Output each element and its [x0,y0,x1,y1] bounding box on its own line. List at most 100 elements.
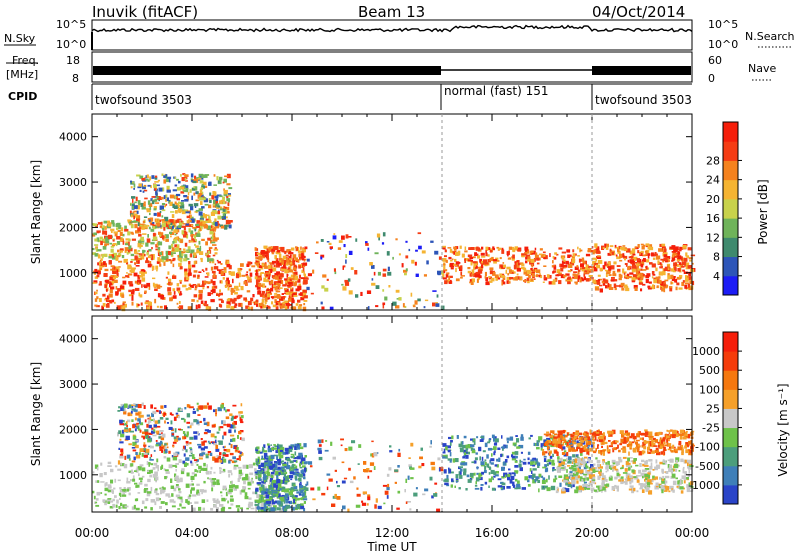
heatmap-cell [198,289,203,294]
heatmap-cell [294,275,298,280]
heatmap-cell [203,422,208,425]
heatmap-cell [189,502,192,504]
heatmap-cell [659,437,662,440]
heatmap-cell [336,496,341,500]
heatmap-cell [139,429,142,433]
heatmap-cell [135,412,140,416]
heatmap-cell [160,405,164,409]
heatmap-cell [538,473,542,478]
heatmap-cell [384,296,388,301]
heatmap-cell [284,288,287,291]
heatmap-cell [334,271,337,275]
heatmap-cell [123,259,128,263]
heatmap-cell [132,203,135,206]
heatmap-cell [148,226,151,230]
heatmap-cell [154,175,158,178]
heatmap-cell [289,495,295,497]
heatmap-cell [258,498,261,501]
heatmap-cell [353,476,356,480]
heatmap-cell [459,448,464,453]
heatmap-cell [300,246,302,250]
heatmap-cell [663,446,666,452]
heatmap-cell [641,444,645,448]
heatmap-cell [369,462,375,466]
heatmap-cell [95,504,100,507]
heatmap-cell [275,263,280,268]
heatmap-cell [219,470,222,474]
heatmap-cell [482,259,488,264]
heatmap-cell [343,477,348,480]
heatmap-cell [297,259,300,263]
heatmap-cell [151,427,154,430]
heatmap-cell [567,270,571,273]
heatmap-cell [260,462,265,468]
heatmap-cell [237,466,242,469]
heatmap-cell [219,459,223,463]
heatmap-cell [691,262,694,265]
heatmap-cell [263,475,268,478]
heatmap-cell [111,254,114,258]
heatmap-cell [194,473,197,477]
heatmap-cell [172,263,175,268]
heatmap-cell [562,441,565,446]
heatmap-cell [444,249,447,253]
heatmap-cell [212,441,214,444]
heatmap-cell [216,223,221,226]
heatmap-cell [514,246,518,251]
heatmap-cell [122,240,125,245]
heatmap-cell [617,250,621,254]
heatmap-cell [175,202,180,208]
heatmap-cell [415,487,418,490]
heatmap-cell [663,268,666,273]
heatmap-cell [287,279,290,282]
heatmap-cell [576,440,579,444]
heatmap-cell [135,204,140,210]
heatmap-cell [107,461,112,465]
heatmap-cell [582,260,585,265]
heatmap-cell [169,219,174,224]
heatmap-cell [314,252,319,254]
heatmap-cell [214,435,217,439]
heatmap-cell [619,259,623,262]
heatmap-cell [470,261,473,266]
heatmap-cell [302,289,307,293]
heatmap-cell [582,260,587,264]
heatmap-cell [508,269,512,274]
heatmap-cell [162,258,165,263]
heatmap-cell [171,296,173,301]
heatmap-cell [623,272,626,275]
heatmap-cell [535,476,539,480]
heatmap-cell [108,234,113,240]
heatmap-cell [578,258,581,263]
heatmap-cell [134,249,136,253]
heatmap-cell [277,295,282,299]
heatmap-cell [211,424,216,428]
heatmap-cell [341,235,345,240]
heatmap-cell [192,274,196,278]
heatmap-cell [648,431,653,436]
heatmap-cell [136,422,139,425]
heatmap-cell [306,258,310,262]
heatmap-cell [577,434,580,437]
heatmap-cell [277,279,281,281]
heatmap-cell [186,421,190,424]
heatmap-cell [105,300,111,302]
heatmap-cell [469,477,473,481]
heatmap-cell [350,267,354,270]
heatmap-cell [190,234,192,237]
heatmap-cell [195,223,200,226]
heatmap-cell [94,464,99,469]
heatmap-cell [216,293,221,296]
heatmap-cell [687,247,692,251]
heatmap-cell [100,492,103,494]
heatmap-cell [450,267,454,270]
heatmap-cell [568,440,572,443]
heatmap-cell [448,275,451,281]
heatmap-cell [186,258,190,260]
heatmap-cell [230,495,234,498]
heatmap-cell [241,477,244,481]
heatmap-cell [274,299,277,304]
heatmap-cell [119,285,125,289]
heatmap-cell [237,450,241,453]
heatmap-cell [397,490,401,494]
